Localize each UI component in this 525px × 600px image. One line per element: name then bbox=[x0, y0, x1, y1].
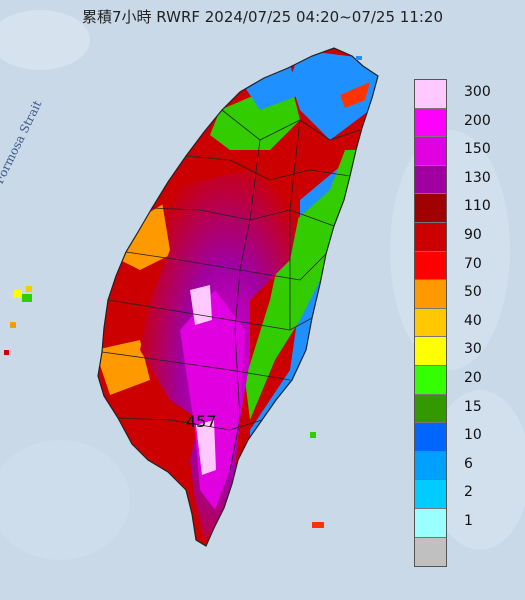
legend-swatch bbox=[415, 280, 446, 309]
legend-label: 10 bbox=[464, 427, 482, 444]
county-boundaries bbox=[97, 47, 379, 547]
legend-swatch bbox=[415, 537, 446, 567]
legend-label: 30 bbox=[464, 341, 482, 358]
legend-swatch bbox=[415, 222, 446, 252]
legend-label: 2 bbox=[464, 484, 473, 501]
legend-swatch bbox=[415, 480, 446, 509]
legend-swatch bbox=[415, 394, 446, 424]
offshore-echoes bbox=[4, 56, 362, 528]
legend-swatch bbox=[415, 451, 446, 481]
legend-label: 6 bbox=[464, 455, 473, 472]
rain-south-core bbox=[180, 290, 245, 510]
legend-label: 150 bbox=[464, 141, 491, 158]
legend-swatch bbox=[415, 80, 446, 109]
legend-swatch bbox=[415, 165, 446, 195]
legend-label: 50 bbox=[464, 284, 482, 301]
legend-swatch bbox=[415, 251, 446, 281]
legend-label: 15 bbox=[464, 398, 482, 415]
rain-east-green bbox=[245, 150, 360, 420]
legend-label: 110 bbox=[464, 198, 491, 215]
rain-ne-blue bbox=[290, 50, 378, 140]
legend-swatch bbox=[415, 508, 446, 538]
rain-peak-pink bbox=[190, 285, 212, 325]
legend-swatch bbox=[415, 337, 446, 366]
rain-sw-orange bbox=[98, 340, 150, 395]
legend-label: 90 bbox=[464, 227, 482, 243]
legend-swatch bbox=[415, 137, 446, 166]
legend-swatch bbox=[415, 423, 446, 452]
legend-label: 200 bbox=[464, 112, 491, 129]
legend-label: 1 bbox=[464, 513, 473, 529]
legend-label: 20 bbox=[464, 370, 482, 386]
legend-label: 300 bbox=[464, 84, 491, 100]
color-legend bbox=[414, 79, 447, 568]
legend-label: 130 bbox=[464, 169, 491, 186]
map-title: 累積7小時 RWRF 2024/07/25 04:20~07/25 11:20 bbox=[81, 8, 444, 26]
rain-ne-red bbox=[340, 82, 370, 108]
legend-label: 40 bbox=[464, 312, 482, 329]
rain-south-pink bbox=[196, 420, 216, 475]
legend-swatch bbox=[415, 194, 446, 223]
max-rainfall-label: 457 bbox=[186, 412, 217, 431]
legend-swatch bbox=[415, 308, 446, 338]
legend-swatch bbox=[415, 365, 446, 395]
legend-label: 70 bbox=[464, 255, 482, 272]
legend-swatch bbox=[415, 108, 446, 138]
